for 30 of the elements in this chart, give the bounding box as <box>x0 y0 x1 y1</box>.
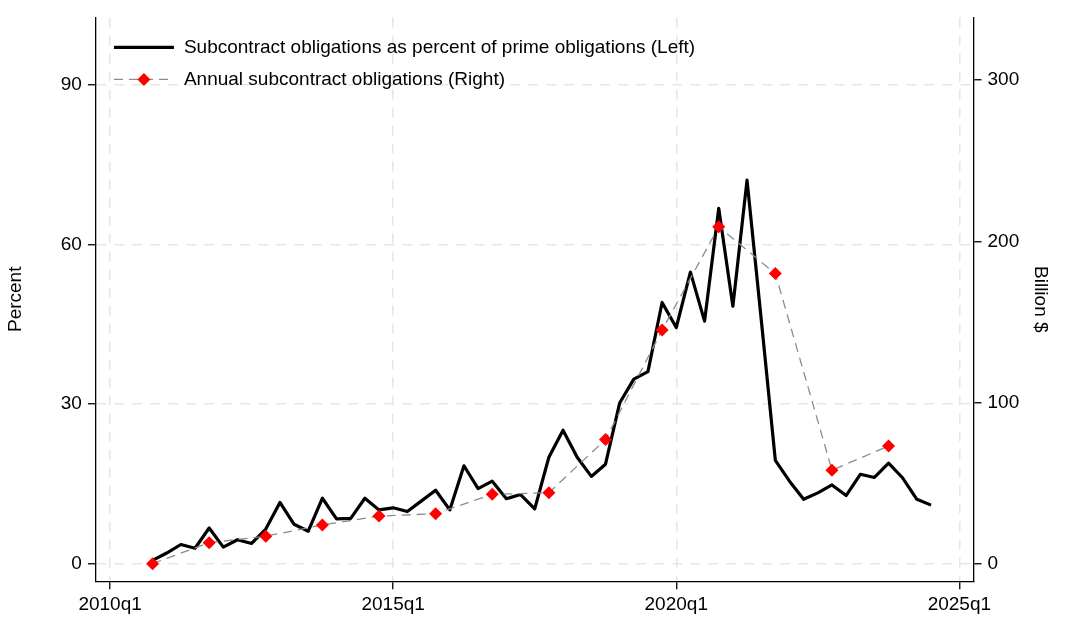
point <box>825 463 839 477</box>
point <box>259 529 273 543</box>
point <box>202 536 216 550</box>
y-axis-title: Percent <box>3 265 25 333</box>
y-tick-label: 30 <box>60 392 82 414</box>
point <box>712 220 726 234</box>
point <box>882 439 896 453</box>
point <box>542 486 556 500</box>
y2-tick-label: 100 <box>987 390 1020 412</box>
x-tick-label: 2015q1 <box>361 592 425 614</box>
y2-axis-title: Billion $ <box>1031 266 1053 333</box>
point <box>372 509 386 523</box>
point <box>429 507 443 521</box>
legend-label: Annual subcontract obligations (Right) <box>183 67 506 89</box>
y-tick-label: 90 <box>60 73 82 95</box>
point <box>598 433 612 447</box>
point <box>768 267 782 281</box>
x-tick-label: 2025q1 <box>927 592 992 614</box>
point <box>485 487 499 501</box>
point <box>146 557 160 571</box>
y2-tick-label: 0 <box>987 551 999 573</box>
legend-label: Subcontract obligations as percent of prime obligations (Left) <box>183 35 696 57</box>
point <box>655 323 669 337</box>
point <box>315 518 329 532</box>
x-tick-label: 2010q1 <box>78 592 142 614</box>
y2-tick-label: 200 <box>987 229 1020 251</box>
y-tick-label: 60 <box>60 232 82 254</box>
x-tick-label: 2020q1 <box>644 592 708 614</box>
y-tick-label: 0 <box>71 551 82 573</box>
y2-tick-label: 300 <box>987 68 1020 90</box>
